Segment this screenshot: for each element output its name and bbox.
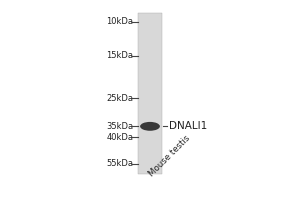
Text: 25kDa: 25kDa [106,94,133,103]
Text: 40kDa: 40kDa [106,133,133,142]
Text: 55kDa: 55kDa [106,159,133,168]
Text: 35kDa: 35kDa [106,122,133,131]
Bar [138,13,162,174]
Text: 10kDa: 10kDa [106,17,133,26]
Ellipse shape [140,122,160,131]
Text: DNALI1: DNALI1 [169,121,207,131]
Text: 15kDa: 15kDa [106,51,133,60]
Text: Mouse testis: Mouse testis [147,134,191,179]
